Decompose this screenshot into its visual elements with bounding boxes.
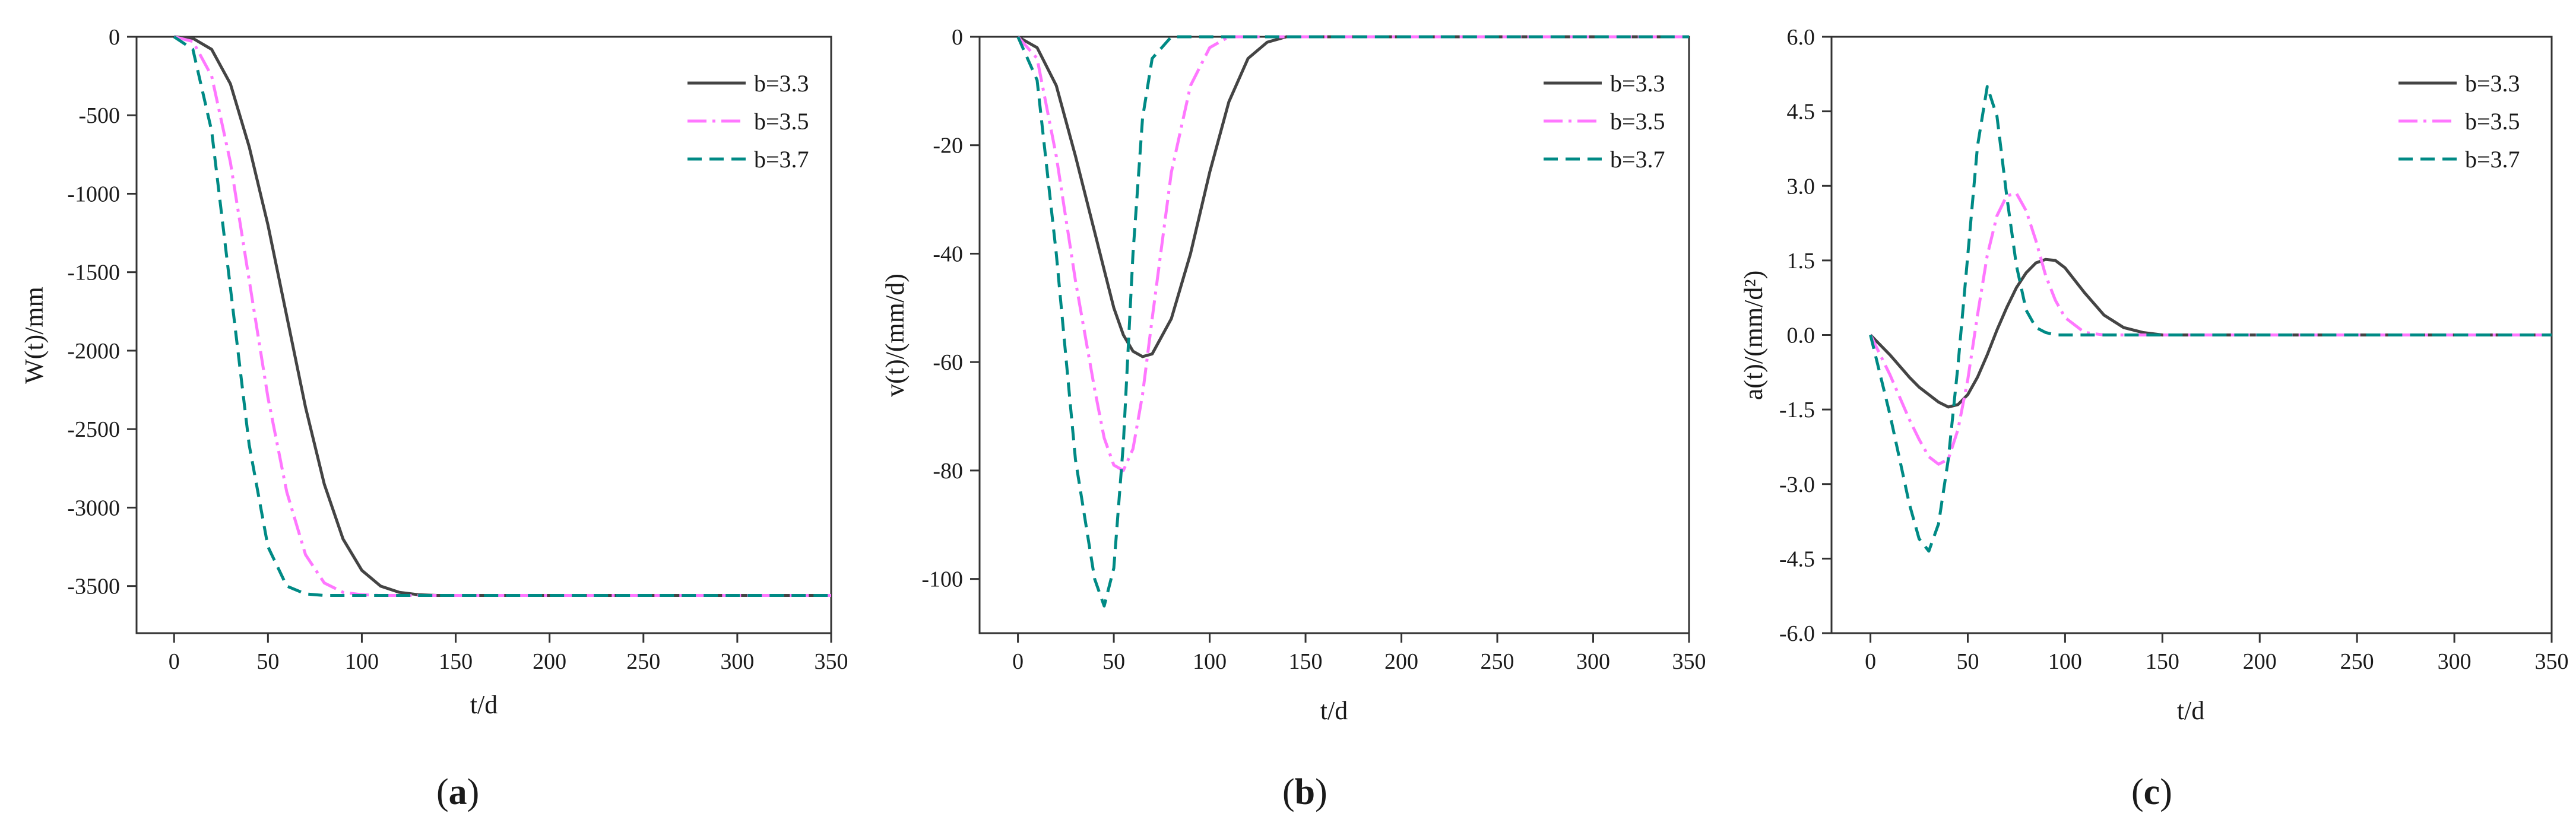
legend-label-b35: b=3.5 bbox=[754, 108, 809, 135]
y-tick-label: 0.0 bbox=[1787, 323, 1815, 348]
tick-marks: 0 50 100 150 200 250 300 350 6.0 4.5 3.0 1.5 0.0 -1.5… bbox=[1779, 25, 2569, 674]
y-tick-label: -60 bbox=[933, 350, 963, 375]
y-tick-label: -100 bbox=[921, 567, 963, 592]
series-line-b35 bbox=[1869, 192, 2552, 466]
panel-b: 0 50 100 150 200 250 300 350 0 -20 -40 -60 -80 -100 b… bbox=[880, 25, 1706, 812]
legend-label-b35: b=3.5 bbox=[2465, 108, 2520, 135]
y-tick-label: -40 bbox=[933, 242, 963, 266]
x-tick-label: 0 bbox=[169, 649, 180, 674]
series-line-b33 bbox=[1017, 35, 1689, 358]
legend-label-b37: b=3.7 bbox=[2465, 146, 2520, 173]
y-tick-label: -3500 bbox=[67, 574, 120, 599]
legend: b=3.3 b=3.5 b=3.7 bbox=[687, 70, 809, 173]
panel-caption: (c) bbox=[2131, 772, 2172, 812]
x-tick-label: 200 bbox=[1384, 649, 1418, 674]
y-tick-label: -2000 bbox=[67, 339, 120, 364]
legend-label-b35: b=3.5 bbox=[1610, 108, 1665, 135]
x-tick-label: 200 bbox=[533, 649, 566, 674]
x-tick-label: 50 bbox=[256, 649, 279, 674]
series-line-b37 bbox=[1869, 85, 2552, 553]
legend-label-b33: b=3.3 bbox=[2465, 70, 2520, 97]
panel-c: 0 50 100 150 200 250 300 350 6.0 4.5 3.0 1.5 0.0 -1.5… bbox=[1739, 25, 2569, 812]
x-tick-label: 300 bbox=[2438, 649, 2472, 674]
x-tick-label: 250 bbox=[1481, 649, 1514, 674]
y-tick-label: -4.5 bbox=[1779, 547, 1815, 571]
series-line-b35 bbox=[1016, 35, 1689, 472]
x-tick-label: 50 bbox=[1102, 649, 1125, 674]
x-tick-label: 0 bbox=[1865, 649, 1876, 674]
y-tick-label: -1500 bbox=[67, 260, 120, 285]
y-axis-title: a(t)/(mm/d²) bbox=[1739, 271, 1768, 400]
series-line-b37 bbox=[173, 35, 831, 597]
series-lines bbox=[173, 35, 831, 597]
x-tick-label: 300 bbox=[1576, 649, 1610, 674]
plot-frame bbox=[135, 36, 832, 634]
y-tick-label: 4.5 bbox=[1787, 100, 1815, 125]
x-tick-label: 350 bbox=[2535, 649, 2569, 674]
x-tick-label: 100 bbox=[1193, 649, 1227, 674]
x-tick-label: 250 bbox=[626, 649, 660, 674]
legend: b=3.3 b=3.5 b=3.7 bbox=[2398, 70, 2520, 173]
y-tick-label: -500 bbox=[78, 103, 120, 128]
y-tick-label: -3.0 bbox=[1779, 472, 1815, 497]
tick-marks: 0 50 100 150 200 250 300 350 0 -500 -1000 -1500 -200… bbox=[67, 25, 848, 674]
x-tick-label: 100 bbox=[2048, 649, 2082, 674]
panel-a: 0 50 100 150 200 250 300 350 0 -500 -1000 -1500 -200… bbox=[20, 25, 848, 812]
x-axis-title: t/d bbox=[470, 690, 498, 719]
x-tick-label: 200 bbox=[2243, 649, 2277, 674]
y-tick-label: 0 bbox=[109, 25, 120, 50]
legend-label-b33: b=3.3 bbox=[754, 70, 809, 97]
series-line-b37 bbox=[1016, 35, 1689, 608]
x-axis-title: t/d bbox=[2177, 696, 2204, 725]
panel-caption: (b) bbox=[1282, 772, 1327, 812]
y-axis-title: W(t)/mm bbox=[20, 287, 49, 384]
x-tick-label: 150 bbox=[439, 649, 473, 674]
x-tick-label: 0 bbox=[1012, 649, 1024, 674]
x-tick-label: 50 bbox=[1956, 649, 1979, 674]
x-tick-label: 350 bbox=[815, 649, 848, 674]
legend: b=3.3 b=3.5 b=3.7 bbox=[1544, 70, 1665, 173]
y-axis-title: v(t)/(mm/d) bbox=[880, 274, 910, 397]
panel-caption: (a) bbox=[436, 772, 479, 812]
series-lines bbox=[1869, 85, 2552, 553]
y-tick-label: -80 bbox=[933, 459, 963, 484]
y-tick-label: 3.0 bbox=[1787, 174, 1815, 199]
y-tick-label: 1.5 bbox=[1787, 249, 1815, 274]
x-tick-label: 250 bbox=[2340, 649, 2374, 674]
x-tick-label: 300 bbox=[720, 649, 754, 674]
legend-label-b33: b=3.3 bbox=[1610, 70, 1665, 97]
x-tick-label: 100 bbox=[345, 649, 379, 674]
legend-label-b37: b=3.7 bbox=[754, 146, 809, 173]
x-tick-label: 150 bbox=[1289, 649, 1323, 674]
y-tick-label: -1.5 bbox=[1779, 398, 1815, 422]
x-tick-label: 150 bbox=[2146, 649, 2179, 674]
x-axis-title: t/d bbox=[1320, 696, 1348, 725]
y-tick-label: -20 bbox=[933, 134, 963, 158]
series-lines bbox=[1016, 35, 1689, 608]
y-tick-label: -2500 bbox=[67, 417, 120, 442]
legend-label-b37: b=3.7 bbox=[1610, 146, 1665, 173]
y-tick-label: 6.0 bbox=[1787, 25, 1815, 50]
y-tick-label: 0 bbox=[952, 25, 963, 50]
y-tick-label: -3000 bbox=[67, 495, 120, 520]
tick-marks: 0 50 100 150 200 250 300 350 0 -20 -40 -60 -80 -100 bbox=[921, 25, 1706, 674]
y-tick-label: -6.0 bbox=[1779, 621, 1815, 646]
x-tick-label: 350 bbox=[1672, 649, 1706, 674]
series-line-b33 bbox=[1869, 258, 2552, 409]
y-tick-label: -1000 bbox=[67, 182, 120, 206]
